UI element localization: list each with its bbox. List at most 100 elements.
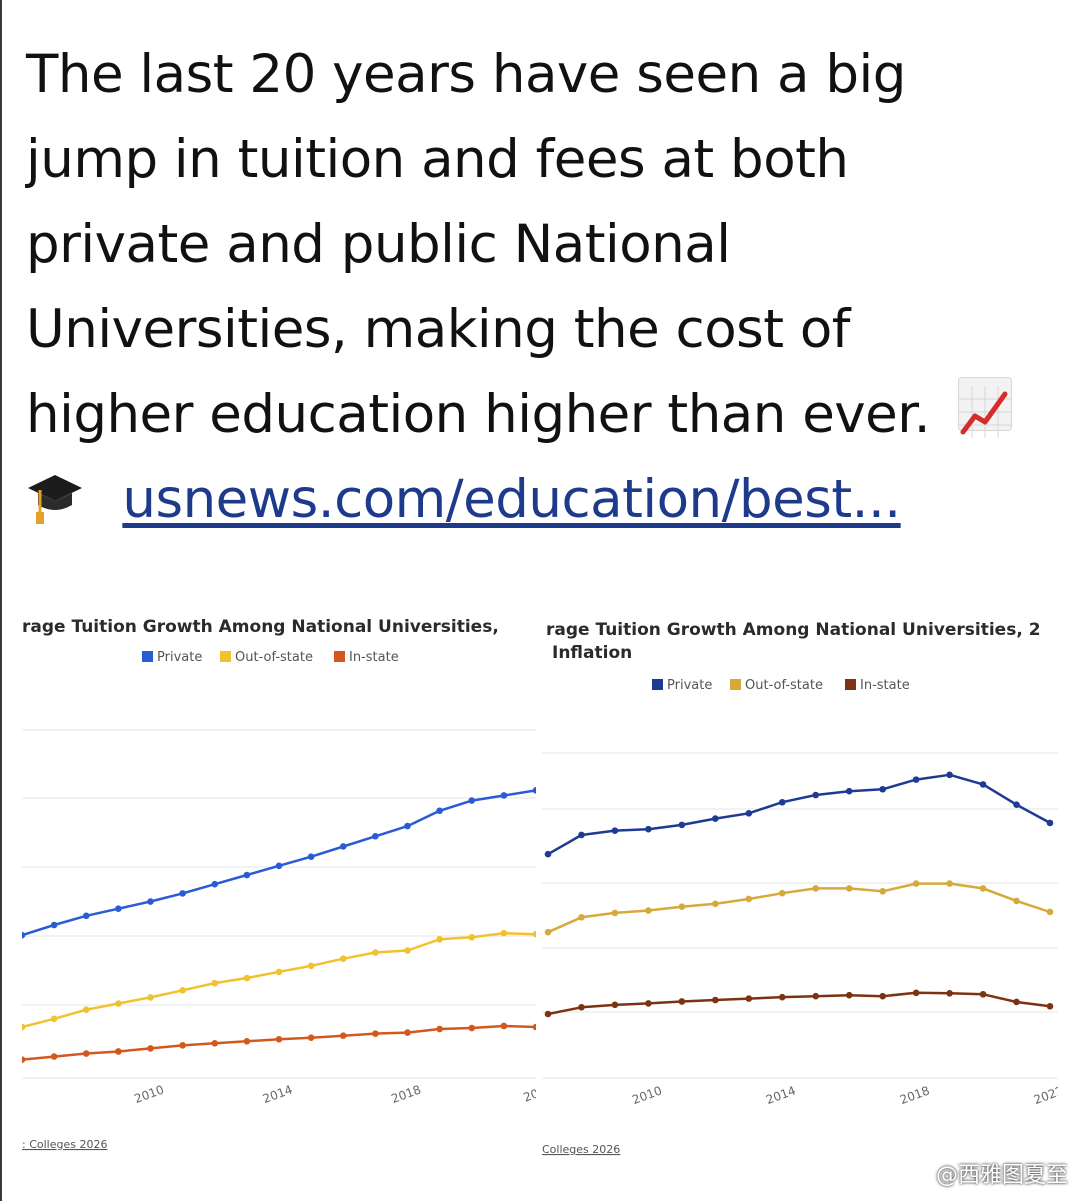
right-chart-panel: rage Tuition Growth Among National Unive… bbox=[542, 603, 1058, 1163]
series-line bbox=[547, 882, 1051, 934]
data-point bbox=[147, 898, 154, 905]
legend-label: In-state bbox=[349, 650, 399, 665]
x-tick-label: 2018 bbox=[898, 1083, 931, 1107]
data-point bbox=[243, 871, 251, 879]
data-point bbox=[115, 1048, 122, 1055]
data-point bbox=[307, 962, 315, 970]
data-point bbox=[404, 947, 411, 954]
data-point bbox=[339, 955, 347, 962]
data-point bbox=[22, 1023, 26, 1031]
data-point bbox=[436, 1025, 443, 1033]
left-chart-svg: rage Tuition Growth Among National Unive… bbox=[22, 617, 536, 1151]
data-point bbox=[645, 825, 652, 833]
data-point bbox=[845, 885, 853, 892]
data-point bbox=[544, 850, 552, 858]
series-line bbox=[22, 931, 536, 1029]
data-point bbox=[745, 995, 753, 1002]
legend-label: Out-of-state bbox=[745, 678, 823, 693]
data-point bbox=[82, 1006, 90, 1013]
data-point bbox=[147, 1045, 154, 1052]
data-point bbox=[778, 798, 786, 806]
data-point bbox=[532, 787, 536, 794]
tweet-line-text: higher education higher than ever. bbox=[26, 384, 931, 445]
series-line bbox=[547, 773, 1051, 856]
data-point bbox=[946, 880, 953, 887]
chart-title: rage Tuition Growth Among National Unive… bbox=[22, 617, 499, 637]
data-point bbox=[678, 998, 686, 1005]
data-point bbox=[712, 815, 719, 822]
data-point bbox=[339, 843, 347, 850]
chart-subtitle: Inflation bbox=[552, 643, 632, 663]
data-point bbox=[211, 979, 219, 987]
data-point bbox=[179, 890, 186, 897]
x-tick-label: 2018 bbox=[389, 1082, 422, 1106]
legend-label: Private bbox=[667, 678, 712, 693]
data-point bbox=[82, 912, 90, 920]
legend-swatch bbox=[220, 651, 231, 662]
data-point bbox=[845, 787, 853, 795]
legend-swatch bbox=[334, 651, 345, 662]
data-point bbox=[745, 810, 753, 817]
tweet-line: The last 20 years have seen a big bbox=[26, 44, 906, 105]
data-point bbox=[544, 1010, 552, 1018]
data-point bbox=[211, 880, 219, 888]
data-point bbox=[115, 1000, 122, 1007]
data-point bbox=[745, 895, 753, 903]
data-point bbox=[22, 931, 26, 939]
legend-label: Out-of-state bbox=[235, 650, 313, 665]
data-point bbox=[436, 935, 443, 943]
legend-label: Private bbox=[157, 650, 202, 665]
data-point bbox=[712, 900, 719, 908]
series-line bbox=[22, 1024, 536, 1061]
data-point bbox=[678, 821, 686, 829]
data-point bbox=[115, 905, 122, 912]
data-point bbox=[611, 827, 619, 834]
data-point bbox=[243, 1037, 251, 1045]
legend-swatch bbox=[845, 679, 856, 690]
x-tick-label: 2014 bbox=[764, 1083, 797, 1107]
legend-label: In-state bbox=[860, 678, 910, 693]
tweet-line: jump in tuition and fees at both bbox=[26, 129, 849, 190]
data-point bbox=[611, 1001, 619, 1009]
tweet-line: private and public National bbox=[26, 214, 731, 275]
x-tick-label: 202 bbox=[521, 1084, 536, 1105]
watermark-text: @西雅图夏至 bbox=[935, 1163, 1068, 1188]
data-point bbox=[544, 928, 552, 936]
data-point bbox=[778, 889, 786, 897]
data-point bbox=[500, 929, 508, 937]
data-point bbox=[532, 930, 536, 938]
data-point bbox=[22, 1056, 26, 1063]
data-point bbox=[404, 1029, 411, 1036]
data-point bbox=[912, 880, 920, 887]
chart-source: Colleges 2026 bbox=[542, 1143, 620, 1156]
data-point bbox=[1046, 908, 1054, 916]
data-point bbox=[645, 907, 652, 914]
data-point bbox=[1013, 897, 1020, 905]
data-point bbox=[82, 1050, 90, 1057]
x-tick-label: 2010 bbox=[630, 1083, 663, 1107]
data-point bbox=[372, 1030, 379, 1037]
data-point bbox=[50, 1015, 58, 1023]
data-point bbox=[912, 989, 920, 997]
data-point bbox=[468, 797, 476, 804]
usnews-link[interactable]: usnews.com/education/best... bbox=[122, 469, 901, 530]
data-point bbox=[578, 1003, 585, 1011]
data-point bbox=[578, 831, 585, 839]
data-point bbox=[879, 887, 886, 895]
data-point bbox=[812, 791, 820, 799]
data-point bbox=[179, 1042, 186, 1049]
series-line bbox=[547, 991, 1051, 1016]
data-point bbox=[50, 921, 58, 929]
data-point bbox=[879, 992, 886, 1000]
data-point bbox=[211, 1040, 219, 1047]
chart-source: : Colleges 2026 bbox=[22, 1138, 107, 1151]
data-point bbox=[147, 994, 154, 1001]
data-point bbox=[712, 996, 719, 1004]
data-point bbox=[307, 1034, 315, 1042]
data-point bbox=[1013, 998, 1020, 1006]
x-tick-label: 2022 bbox=[1032, 1083, 1058, 1107]
x-tick-label: 2014 bbox=[261, 1082, 294, 1106]
legend-swatch bbox=[652, 679, 663, 690]
graduation-cap-icon bbox=[26, 467, 84, 525]
data-point bbox=[372, 949, 379, 956]
